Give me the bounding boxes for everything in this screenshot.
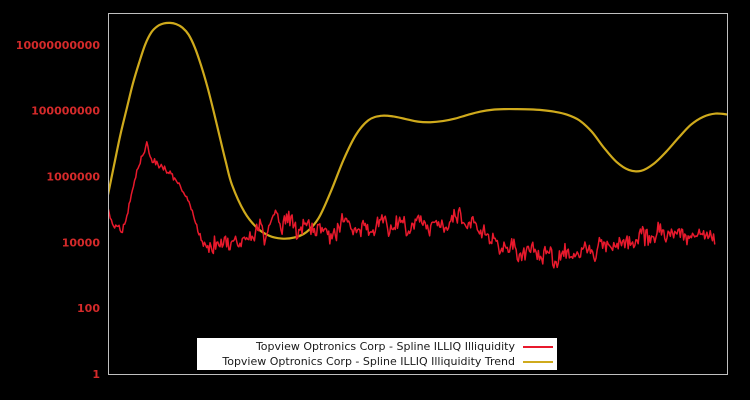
legend: Topview Optronics Corp - Spline ILLIQ Il… <box>197 338 557 370</box>
y-axis-tick-label: 100000000 <box>31 105 100 118</box>
legend-item-illiquidity[interactable]: Topview Optronics Corp - Spline ILLIQ Il… <box>197 339 557 354</box>
series-line-illiquidity <box>109 141 716 269</box>
legend-swatch-illiquidity <box>523 345 553 348</box>
y-axis-tick-label: 100 <box>77 302 100 315</box>
legend-label-illiquidity-trend: Topview Optronics Corp - Spline ILLIQ Il… <box>222 355 515 368</box>
y-axis-tick-labels: 1 100 10000 1000000 100000000 10000000000 <box>16 39 101 381</box>
plot-frame <box>108 13 728 375</box>
series-line-illiquidity-trend <box>109 21 727 240</box>
legend-item-illiquidity-trend[interactable]: Topview Optronics Corp - Spline ILLIQ Il… <box>197 354 557 369</box>
y-axis-tick-label: 1000000 <box>46 171 100 184</box>
legend-swatch-illiquidity-trend <box>523 360 553 363</box>
y-axis-tick-label: 10000000000 <box>16 39 101 52</box>
y-axis-tick-label: 1 <box>92 368 100 381</box>
y-axis-tick-label: 10000 <box>62 236 101 249</box>
legend-label-illiquidity: Topview Optronics Corp - Spline ILLIQ Il… <box>255 340 515 353</box>
